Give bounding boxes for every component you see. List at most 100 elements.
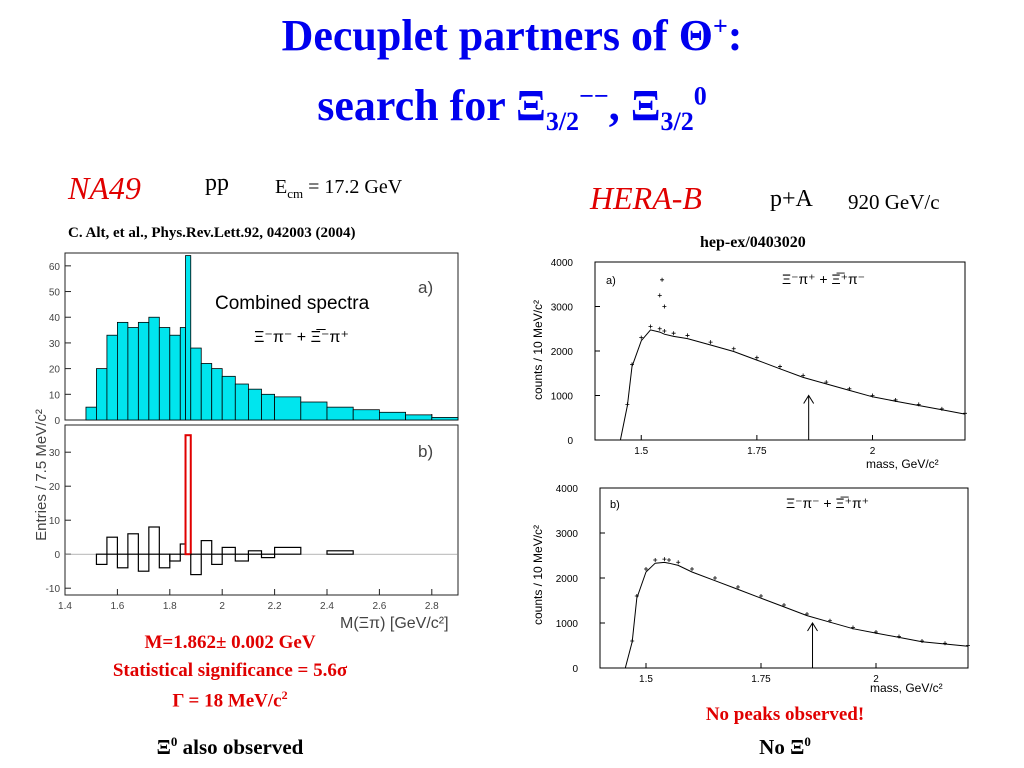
herab-plot-group: 0 1000 2000 3000 4000 1.5 1.75 2 0 1000 2000 3000 40… <box>551 258 970 685</box>
na49-bar <box>247 550 263 555</box>
na49-bar <box>190 347 202 421</box>
na49-bar <box>127 327 139 421</box>
left-footer-text: also observed <box>177 735 304 759</box>
herab-data-point <box>893 397 898 402</box>
na49-bar <box>234 383 249 421</box>
na49-bar <box>137 553 150 572</box>
na49-bar <box>127 533 139 555</box>
result-width: Γ = 18 MeV/c2 <box>40 688 420 712</box>
right-footer-sup: 0 <box>804 734 811 749</box>
na49-reference: C. Alt, et al., Phys.Rev.Lett.92, 042003… <box>68 225 356 241</box>
title-line2-text: search for Ξ <box>317 81 546 130</box>
herab-data-point <box>782 603 786 607</box>
herab-xtick-label: 1.5 <box>634 446 648 457</box>
herab-panel-b-legend: Ξ⁻π⁻ + Ξ̅⁺π⁺ <box>786 495 869 511</box>
herab-data-point <box>805 612 809 616</box>
herab-panel-b-frame <box>599 487 969 669</box>
na49-bar <box>106 334 118 421</box>
herab-data-point <box>634 594 639 598</box>
left-footer: Ξ0 also observed <box>40 734 420 760</box>
na49-bar <box>274 546 302 555</box>
herab-data-point <box>657 293 662 298</box>
na49-bar <box>247 388 262 421</box>
na49-xtick-label: 1.4 <box>58 601 72 612</box>
na49-plot-group: 0 10 20 30 40 50 60 -10 0 10 20 30 1.4 1.6 1.8 2 2.2 2.4 2… <box>46 252 459 612</box>
herab-a-ylabel: counts / 10 MeV/c² <box>531 300 545 400</box>
na49-ytick-label: 20 <box>49 365 61 376</box>
title-line2-sub1: 3/2 <box>545 106 580 136</box>
na49-bar <box>261 393 276 421</box>
herab-b-xlabel: mass, GeV/c² <box>870 681 943 695</box>
herab-label: HERA-B <box>590 180 702 216</box>
result-significance: Statistical significance = 5.6σ <box>112 660 348 681</box>
herab-data-point <box>828 618 832 623</box>
na49-xtick-label: 2.8 <box>425 601 439 612</box>
right-footer: No Ξ0 <box>600 734 970 760</box>
na49-bar <box>221 375 236 421</box>
na49-xlabel: M(Ξπ) [GeV/c²] <box>340 615 449 632</box>
herab-data-point <box>963 411 967 416</box>
left-footer-symbol: Ξ <box>156 735 171 759</box>
na49-energy-sub: cm <box>287 186 304 201</box>
result-width-sup: 2 <box>281 688 288 702</box>
na49-bar <box>96 368 108 421</box>
herab-ytick-label: 1000 <box>556 619 579 630</box>
na49-ytick-label: 60 <box>49 262 61 273</box>
na49-bar <box>137 321 150 421</box>
herab-data-point <box>713 576 717 580</box>
herab-fit-curve <box>624 561 969 669</box>
result-mass: M=1.862± 0.002 GeV <box>144 632 316 653</box>
herab-data-point <box>874 630 878 634</box>
title-line2-sub2: 3/2 <box>660 106 694 136</box>
slide-title-line2: search for Ξ3/2−−, Ξ3/20 <box>0 80 1024 137</box>
title-line2-sup2: 0 <box>693 81 707 111</box>
na49-ytick-label: 50 <box>49 288 61 299</box>
herab-data-point <box>736 585 740 589</box>
herab-data-point <box>639 335 644 340</box>
na49-bar <box>300 401 328 421</box>
herab-data-point <box>630 362 634 367</box>
result-width-text: Γ = 18 MeV/c <box>172 690 282 712</box>
na49-xtick-label: 2.2 <box>268 601 282 612</box>
herab-ytick-label: 4000 <box>551 258 574 269</box>
na49-bar <box>326 550 354 555</box>
na49-ylabel: Entries / 7.5 MeV/c² <box>33 409 50 541</box>
herab-data-point <box>708 340 713 345</box>
herab-data-point <box>939 406 944 411</box>
herab-arrow <box>803 394 815 440</box>
na49-bar <box>190 553 202 576</box>
na49-bar <box>431 417 459 421</box>
na49-xtick-label: 2 <box>219 601 225 612</box>
herab-ytick-label: 0 <box>567 436 573 447</box>
herab-ytick-label: 2000 <box>556 574 579 585</box>
na49-bar <box>326 406 354 421</box>
na49-ytick-label: 10 <box>49 390 61 401</box>
herab-ytick-label: 4000 <box>556 484 579 495</box>
na49-bar <box>117 321 129 421</box>
herab-data-point <box>690 567 694 571</box>
na49-bar <box>85 406 97 421</box>
herab-data-point <box>685 333 690 338</box>
title-line1-sup: + <box>712 11 728 41</box>
na49-bar <box>211 368 223 421</box>
herab-data-point <box>943 641 947 646</box>
herab-xtick-label: 1.75 <box>747 446 767 457</box>
herab-data-point <box>660 277 665 282</box>
na49-bar <box>200 363 213 421</box>
na49-panel-b-frame <box>64 424 459 596</box>
herab-data-point <box>916 402 921 407</box>
na49-bar <box>158 553 171 569</box>
herab-xtick-label: 2 <box>870 446 876 457</box>
na49-bar <box>95 553 108 566</box>
herab-data-point <box>644 567 648 571</box>
na49-bar <box>234 553 250 562</box>
herab-data-point <box>653 558 658 562</box>
herab-reference: hep-ex/0403020 <box>700 234 806 251</box>
herab-data-point <box>731 346 736 351</box>
na49-bar <box>260 553 276 559</box>
na49-xtick-label: 2.4 <box>320 601 334 612</box>
na49-bar <box>352 409 380 421</box>
na49-bar <box>158 327 171 421</box>
na49-panel-a-label: a) <box>418 278 433 297</box>
right-footer-text: No Ξ <box>759 735 805 759</box>
